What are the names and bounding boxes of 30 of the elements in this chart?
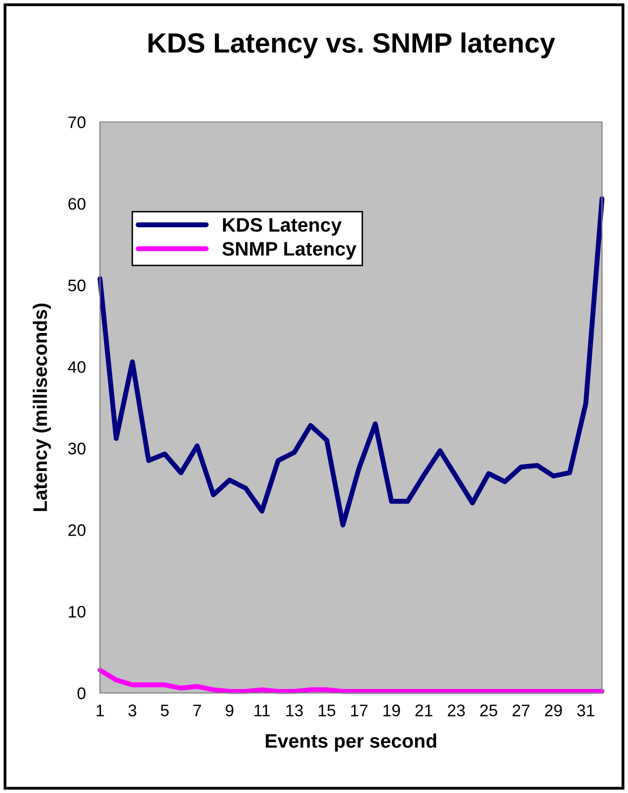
x-tick-label: 1: [96, 704, 104, 716]
y-tick-label: 50: [68, 280, 86, 292]
x-tick-label: 27: [512, 704, 530, 716]
y-axis-title: Latency (milliseconds): [32, 304, 51, 512]
y-tick-label: 30: [68, 442, 86, 454]
x-tick-label: 13: [286, 704, 303, 716]
x-tick-label: 17: [351, 704, 368, 716]
chart-title: KDS Latency vs. SNMP latency: [148, 32, 556, 58]
x-tick-label: 31: [577, 704, 594, 716]
x-tick-label: 9: [226, 704, 234, 716]
legend-label: SNMP Latency: [222, 242, 356, 260]
x-tick-label: 11: [254, 704, 270, 716]
x-tick-label: 5: [160, 704, 169, 716]
x-tick-label: 7: [193, 704, 201, 716]
x-tick-label: 25: [480, 704, 498, 716]
y-tick-label: 10: [68, 606, 86, 618]
line-series: [98, 196, 604, 528]
y-tick-label: 70: [68, 116, 86, 128]
y-tick-label: 20: [68, 524, 86, 536]
y-tick-label: 60: [68, 198, 86, 210]
x-tick-label: 23: [448, 704, 465, 716]
x-tick-label: 29: [544, 704, 562, 716]
x-axis-title: Events per second: [266, 734, 436, 752]
y-tick-label: 0: [77, 687, 86, 700]
legend-label: KDS Latency: [223, 218, 342, 236]
x-tick-label: 3: [128, 704, 136, 716]
y-tick-label: 40: [68, 361, 86, 373]
x-tick-label: 21: [415, 704, 432, 716]
x-tick-label: 19: [383, 704, 400, 716]
x-tick-label: 15: [318, 704, 336, 716]
